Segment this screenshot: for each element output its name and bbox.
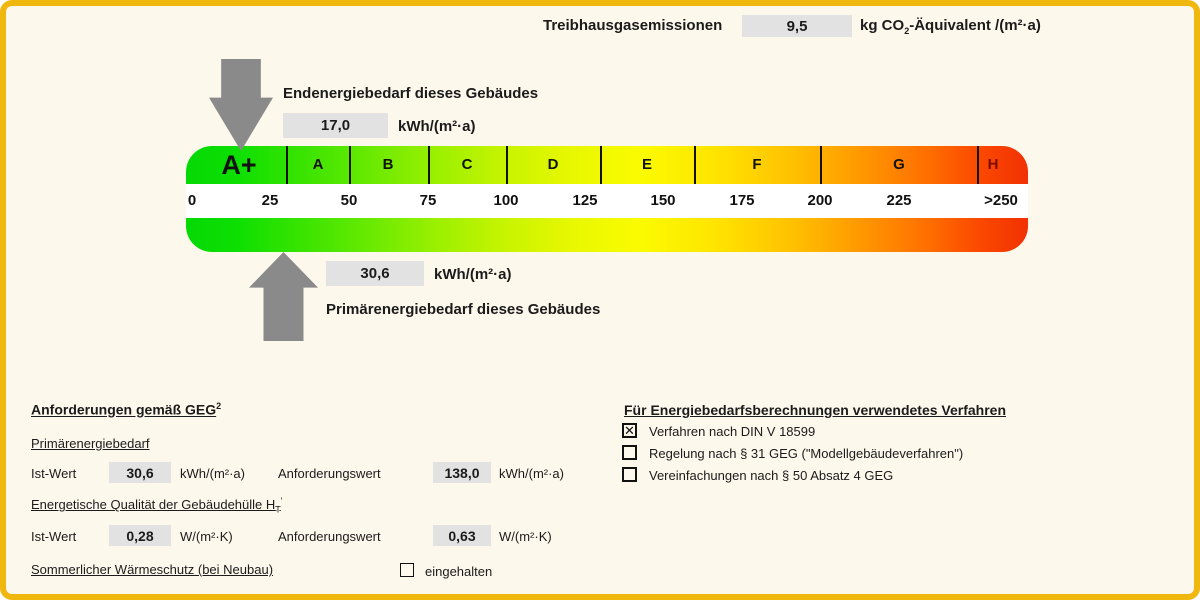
scale-tick-150: 150 xyxy=(650,192,676,209)
primary-req-value-box: 138,0 xyxy=(433,462,491,483)
method-option-label-p50geg: Vereinfachungen nach § 50 Absatz 4 GEG xyxy=(649,468,894,483)
summer-compliance-checkbox[interactable] xyxy=(400,563,414,577)
envelope-quality-title: Energetische Qualität der Gebäudehülle H… xyxy=(31,496,283,515)
envelope-ist-unit: W/(m²·K) xyxy=(180,529,233,544)
end-energy-label: Endenergiebedarf dieses Gebäudes xyxy=(283,85,539,102)
scale-divider xyxy=(600,146,602,184)
primary-req-label: Anforderungswert xyxy=(278,466,381,481)
scale-class-e: E xyxy=(641,156,653,173)
primary-energy-label: Primärenergiebedarf dieses Gebäudes xyxy=(326,301,601,318)
scale-tick-200: 200 xyxy=(807,192,833,209)
method-option-checkbox-p50geg[interactable] xyxy=(622,467,637,482)
checkbox-x-mark-icon: ✕ xyxy=(624,423,635,438)
ghg-value-box: 9,5 xyxy=(742,15,852,37)
scale-tick-25: 25 xyxy=(261,192,279,209)
ghg-unit-subscript: 2 xyxy=(904,26,910,36)
scale-divider xyxy=(349,146,351,184)
scale-divider xyxy=(694,146,696,184)
scale-class-f: F xyxy=(752,156,762,173)
scale-class-c: C xyxy=(461,156,473,173)
scale-tick-strip xyxy=(186,184,1028,218)
end-energy-unit: kWh/(m²·a) xyxy=(398,118,476,135)
envelope-ist-label: Ist-Wert xyxy=(31,529,77,544)
ghg-label: Treibhausgasemissionen xyxy=(543,17,723,34)
end-energy-value-box: 17,0 xyxy=(283,113,388,138)
primary-energy-requirement-title: Primärenergiebedarf xyxy=(31,436,150,451)
scale-tick-250plus: >250 xyxy=(984,192,1018,209)
geg-requirements-heading: Anforderungen gemäß GEG2 xyxy=(31,401,222,418)
primary-ist-unit: kWh/(m²·a) xyxy=(180,466,245,481)
scale-class-h: H xyxy=(987,156,999,173)
envelope-req-value-box: 0,63 xyxy=(433,525,491,546)
scale-divider xyxy=(506,146,508,184)
scale-class-a: A xyxy=(312,156,324,173)
method-heading: Für Energiebedarfsberechnungen verwendet… xyxy=(624,402,1007,418)
summer-heat-protection-title: Sommerlicher Wärmeschutz (bei Neubau) xyxy=(31,562,274,577)
method-option-checkbox-din18599[interactable]: ✕ xyxy=(622,423,637,438)
end-energy-value: 17,0 xyxy=(320,117,351,134)
primary-energy-value: 30,6 xyxy=(360,265,390,282)
scale-class-b: B xyxy=(382,156,394,173)
primary-req-unit: kWh/(m²·a) xyxy=(499,466,564,481)
scale-tick-0: 0 xyxy=(187,192,197,209)
scale-tick-225: 225 xyxy=(886,192,912,209)
method-option-label-din18599: Verfahren nach DIN V 18599 xyxy=(649,424,816,439)
primary-energy-value-box: 30,6 xyxy=(326,261,424,286)
energy-scale: A+ A B C D E F G H 0 25 50 75 100 125 15… xyxy=(186,146,1028,252)
scale-divider xyxy=(286,146,288,184)
ghg-value: 9,5 xyxy=(786,17,808,35)
scale-divider xyxy=(977,146,979,184)
scale-tick-125: 125 xyxy=(572,192,598,209)
summer-compliance-label: eingehalten xyxy=(425,564,493,579)
scale-class-g: G xyxy=(893,156,905,173)
scale-tick-100: 100 xyxy=(493,192,519,209)
ghg-unit: kg CO2-Äquivalent /(m²·a) xyxy=(860,17,1041,36)
scale-tick-75: 75 xyxy=(419,192,437,209)
method-option-label-p31geg: Regelung nach § 31 GEG ("Modellgebäudeve… xyxy=(649,446,964,461)
envelope-req-unit: W/(m²·K) xyxy=(499,529,552,544)
scale-divider xyxy=(820,146,822,184)
envelope-req-label: Anforderungswert xyxy=(278,529,381,544)
primary-energy-unit: kWh/(m²·a) xyxy=(434,266,512,283)
primary-energy-arrow-up-icon xyxy=(249,252,318,341)
scale-class-a-plus: A+ xyxy=(221,150,257,180)
primary-ist-value-box: 30,6 xyxy=(109,462,171,483)
scale-tick-175: 175 xyxy=(729,192,755,209)
geg-heading-footnote: 2 xyxy=(216,401,222,411)
scale-divider xyxy=(428,146,430,184)
end-energy-arrow-down-icon xyxy=(209,59,273,151)
primary-ist-label: Ist-Wert xyxy=(31,466,77,481)
method-option-checkbox-p31geg[interactable] xyxy=(622,445,637,460)
scale-class-d: D xyxy=(547,156,559,173)
scale-tick-50: 50 xyxy=(340,192,358,209)
envelope-ist-value-box: 0,28 xyxy=(109,525,171,546)
